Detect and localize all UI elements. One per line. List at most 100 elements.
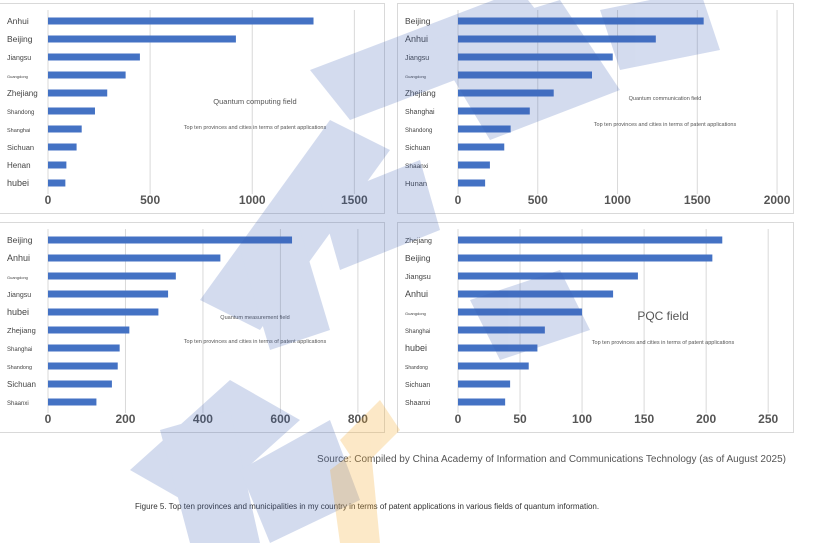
computing-category-label: Guangdong [7, 74, 28, 79]
communication-tick-label: 2000 [764, 193, 791, 207]
communication-bar [458, 143, 505, 151]
measurement-bar [48, 272, 176, 280]
source-note: Source: Compiled by China Academy of Inf… [317, 454, 786, 465]
pqc-bar [458, 326, 545, 334]
computing-bar [48, 35, 236, 43]
computing-category-label: Sichuan [7, 143, 34, 152]
measurement-tick-label: 800 [348, 412, 368, 426]
communication-chart-subtitle: Top ten provinces and cities in terms of… [594, 122, 737, 128]
communication-category-label: Shanghai [405, 109, 435, 116]
computing-bar [48, 143, 77, 151]
pqc-bar [458, 254, 713, 262]
measurement-tick-label: 200 [115, 412, 135, 426]
communication-bar [458, 53, 613, 61]
computing-category-label: Shanghai [7, 128, 30, 134]
measurement-category-label: Beijing [7, 235, 33, 245]
computing-category-label: Henan [7, 161, 31, 170]
communication-bar [458, 35, 656, 43]
communication-bar [458, 107, 530, 115]
computing-chart-title: Quantum computing field [213, 97, 296, 106]
chart-panel-pqc: 0 50 100 150 200 250 Zhejiang Beijing Jiangsu Anh… [397, 222, 794, 433]
pqc-bar [458, 344, 538, 352]
communication-category-label: Sichuan [405, 145, 430, 152]
measurement-bar [48, 290, 169, 298]
measurement-category-label: Sichuan [7, 380, 36, 389]
communication-bar [458, 179, 486, 187]
pqc-category-label: Shandong [405, 365, 428, 371]
pqc-tick-label: 100 [572, 412, 592, 426]
computing-tick-label: 0 [45, 193, 52, 207]
computing-bar [48, 161, 67, 169]
computing-category-label: hubei [7, 178, 29, 188]
computing-bar [48, 17, 314, 25]
pqc-tick-label: 250 [758, 412, 778, 426]
computing-bar [48, 179, 66, 187]
pqc-category-label: Shanghai [405, 329, 430, 335]
computing-bar [48, 125, 82, 133]
chart-computing: 0 500 1000 1500 Anhui Beijing Jiangsu Guangdong… [7, 10, 368, 207]
pqc-bar [458, 236, 723, 244]
computing-category-label: Jiangsu [7, 55, 31, 62]
measurement-bar [48, 362, 118, 370]
pqc-bar [458, 272, 638, 280]
pqc-tick-label: 0 [455, 412, 462, 426]
measurement-tick-label: 600 [270, 412, 290, 426]
measurement-category-label: Jiangsu [7, 292, 31, 299]
pqc-category-label: Guangdong [405, 311, 426, 316]
computing-category-label: Shandong [7, 110, 34, 116]
computing-category-label: Beijing [7, 34, 33, 44]
communication-category-label: Anhui [405, 34, 428, 44]
pqc-category-label: Anhui [405, 289, 428, 299]
pqc-category-label: Zhejiang [405, 238, 432, 245]
pqc-chart-subtitle: Top ten provinces and cities in terms of… [592, 340, 735, 346]
pqc-category-label: Beijing [405, 253, 431, 263]
pqc-tick-label: 200 [696, 412, 716, 426]
figure-caption: Figure 5. Top ten provinces and municipa… [135, 502, 600, 511]
computing-tick-label: 1000 [239, 193, 266, 207]
chart-panel-communication: 0 500 1000 1500 2000 Beijing Anhui Jiangsu Guang… [397, 3, 794, 214]
communication-category-label: Hunan [405, 179, 427, 188]
measurement-tick-label: 400 [193, 412, 213, 426]
pqc-tick-label: 150 [634, 412, 654, 426]
computing-category-label: Zhejiang [7, 89, 38, 98]
communication-category-label: Shandong [405, 128, 432, 134]
measurement-bar [48, 236, 293, 244]
communication-bar [458, 125, 511, 133]
pqc-bar [458, 398, 506, 406]
chart-pqc: 0 50 100 150 200 250 Zhejiang Beijing Jiangsu Anh… [405, 229, 779, 426]
chart-communication: 0 500 1000 1500 2000 Beijing Anhui Jiangsu Guang… [405, 10, 791, 207]
pqc-bar [458, 308, 583, 316]
pqc-bar [458, 380, 511, 388]
measurement-bar [48, 344, 120, 352]
chart-panel-measurement: 0 200 400 600 800 Beijing Anhui Guangdong Jiangs… [0, 222, 385, 433]
measurement-chart-title: Quantum measurement field [220, 315, 289, 321]
communication-category-label: Jiangsu [405, 55, 429, 62]
measurement-bar [48, 380, 112, 388]
communication-bar [458, 89, 554, 97]
measurement-category-label: hubei [7, 307, 29, 317]
computing-bar [48, 53, 140, 61]
measurement-tick-label: 0 [45, 412, 52, 426]
communication-category-label: Beijing [405, 16, 431, 26]
measurement-category-label: Anhui [7, 253, 30, 263]
chart-panel-computing: 0 500 1000 1500 Anhui Beijing Jiangsu Guangdong… [0, 3, 385, 214]
communication-tick-label: 1000 [604, 193, 631, 207]
measurement-category-label: Guangdong [7, 275, 28, 280]
computing-category-label: Anhui [7, 16, 29, 26]
computing-tick-label: 500 [140, 193, 160, 207]
computing-chart-subtitle: Top ten provinces and cities in terms of… [184, 125, 327, 131]
pqc-bar [458, 362, 529, 370]
measurement-category-label: Shanghai [7, 347, 32, 353]
communication-bar [458, 17, 704, 25]
computing-tick-label: 1500 [341, 193, 368, 207]
measurement-category-label: Shaanxi [7, 401, 29, 407]
pqc-category-label: Shaanxi [405, 400, 431, 407]
communication-tick-label: 1500 [684, 193, 711, 207]
communication-tick-label: 500 [528, 193, 548, 207]
communication-category-label: Guangdong [405, 74, 426, 79]
pqc-category-label: Sichuan [405, 382, 430, 389]
pqc-bar [458, 290, 614, 298]
chart-measurement: 0 200 400 600 800 Beijing Anhui Guangdong Jiangs… [7, 229, 368, 426]
measurement-chart-subtitle: Top ten provinces and cities in terms of… [184, 339, 327, 345]
measurement-category-label: Zhejiang [7, 326, 36, 335]
